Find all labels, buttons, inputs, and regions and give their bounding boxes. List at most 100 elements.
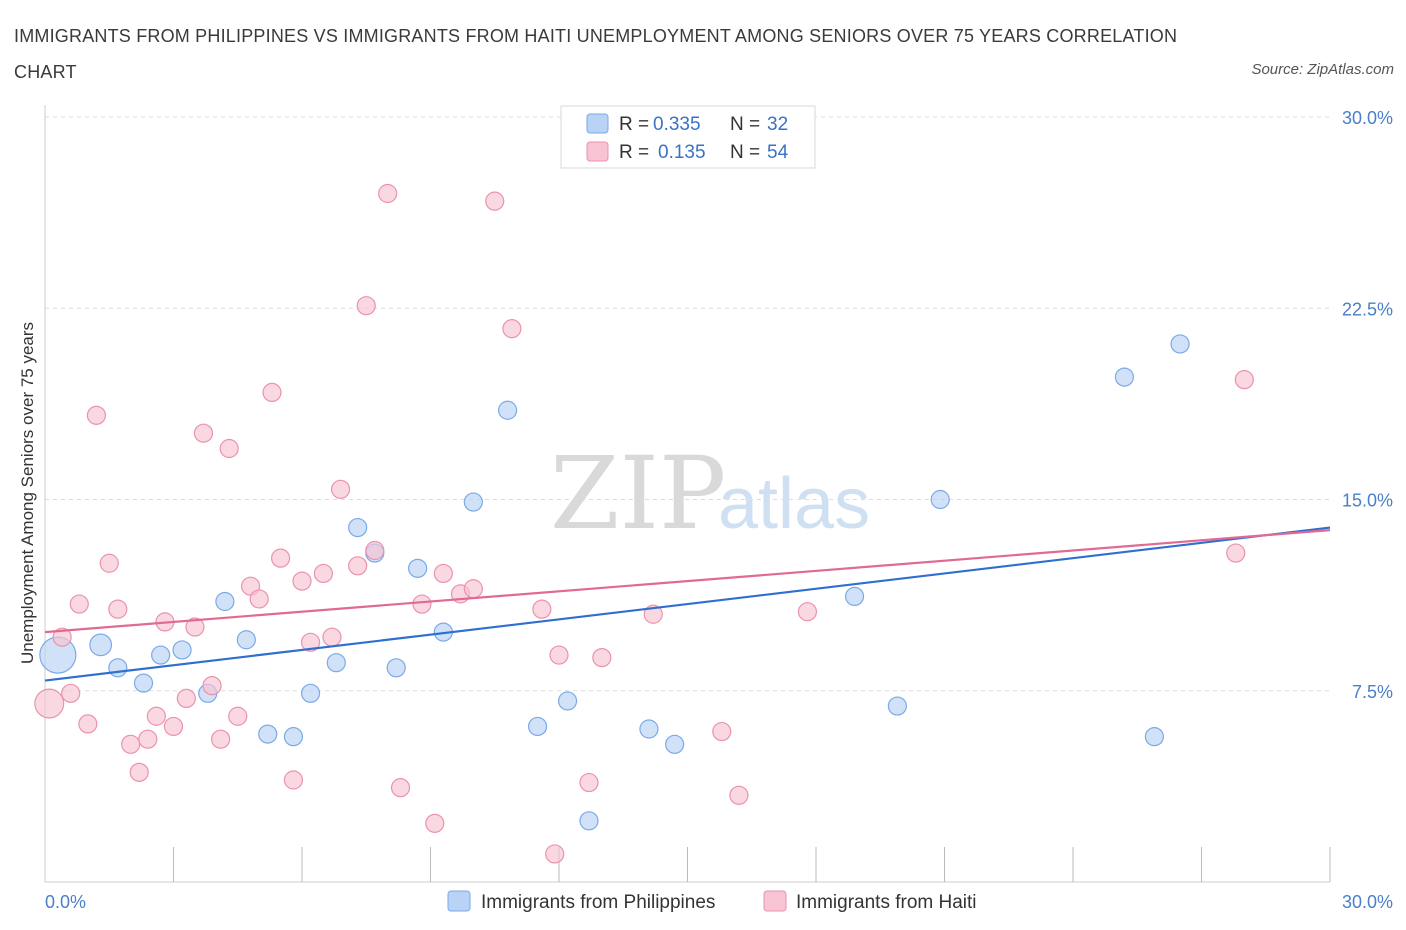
legend: R = 0.335 N = 32 R = 0.135 N = 54	[560, 105, 816, 169]
point-philippines-19	[498, 400, 518, 420]
point-philippines-21	[557, 691, 578, 711]
point-philippines-4	[151, 645, 171, 665]
point-philippines-27	[930, 489, 950, 510]
point-haiti-41	[485, 191, 505, 211]
point-haiti-20	[228, 706, 248, 726]
point-haiti-45	[549, 645, 569, 665]
watermark-zip: ZIP	[550, 435, 726, 552]
point-philippines-29	[1144, 727, 1164, 747]
x-tick-label-max: 30.0%	[1342, 892, 1393, 912]
data-points	[34, 183, 1254, 864]
y-tick-label-3: 30.0%	[1342, 108, 1393, 128]
point-haiti-52	[1226, 543, 1246, 563]
legend-n-label-philippines: N =	[730, 114, 760, 135]
point-haiti-10	[138, 729, 158, 749]
point-philippines-1	[89, 633, 113, 657]
x-tick-label-min: 0.0%	[45, 892, 86, 912]
point-haiti-11	[146, 706, 166, 726]
point-philippines-18	[463, 492, 483, 512]
point-haiti-37	[425, 813, 445, 833]
point-haiti-7	[108, 599, 128, 619]
trend-line-haiti	[44, 529, 1331, 634]
point-haiti-18	[211, 729, 231, 749]
point-haiti-36	[412, 594, 432, 614]
point-philippines-20	[527, 716, 548, 737]
point-haiti-27	[300, 632, 321, 652]
point-philippines-22	[579, 811, 599, 831]
legend-r-value-philippines: 0.335	[653, 114, 701, 135]
point-philippines-8	[236, 630, 256, 650]
point-haiti-4	[78, 714, 98, 734]
point-haiti-47	[592, 647, 612, 668]
legend-r-label-philippines: R =	[619, 114, 649, 135]
point-philippines-9	[258, 724, 278, 744]
point-haiti-38	[433, 563, 453, 584]
point-philippines-23	[639, 719, 659, 739]
point-haiti-53	[1234, 370, 1254, 390]
legend-n-label-haiti: N =	[730, 142, 760, 163]
point-haiti-14	[176, 688, 196, 709]
point-haiti-51	[797, 602, 818, 622]
point-haiti-29	[322, 627, 342, 647]
point-haiti-28	[313, 563, 334, 584]
legend-r-label-haiti: R =	[619, 142, 649, 163]
legend-r-value-haiti: 0.135	[658, 142, 706, 163]
chart-title: IMMIGRANTS FROM PHILIPPINES VS IMMIGRANT…	[14, 26, 1178, 82]
point-philippines-10	[283, 727, 304, 747]
point-philippines-3	[133, 673, 154, 693]
point-philippines-16	[408, 558, 428, 578]
point-haiti-5	[86, 405, 107, 425]
point-haiti-22	[249, 589, 269, 609]
y-axis-tick-labels: 7.5% 15.0% 22.5% 30.0%	[1342, 108, 1393, 702]
point-philippines-15	[386, 658, 406, 678]
point-haiti-16	[193, 423, 214, 443]
point-haiti-34	[378, 183, 398, 204]
series-legend-swatch-haiti	[763, 890, 787, 912]
x-axis-ticks	[173, 847, 1331, 882]
trend-lines	[44, 526, 1331, 682]
point-philippines-25	[844, 586, 865, 607]
point-haiti-15	[185, 617, 205, 637]
y-axis-title: Unemployment Among Seniors over 75 years	[18, 322, 37, 664]
point-haiti-46	[579, 772, 599, 793]
point-haiti-0	[34, 688, 65, 719]
point-haiti-19	[219, 438, 239, 459]
legend-n-value-haiti: 54	[767, 142, 789, 163]
point-haiti-24	[270, 548, 291, 568]
trend-line-philippines	[44, 526, 1331, 682]
legend-swatch-philippines	[586, 113, 609, 134]
point-haiti-6	[99, 553, 119, 573]
point-haiti-44	[545, 844, 565, 864]
point-philippines-30	[1170, 334, 1190, 354]
point-haiti-25	[283, 770, 304, 790]
point-haiti-3	[69, 594, 89, 614]
point-haiti-8	[121, 734, 141, 754]
series-legend-label-philippines: Immigrants from Philippines	[481, 892, 715, 913]
point-philippines-7	[215, 591, 235, 612]
legend-n-value-philippines: 32	[767, 114, 788, 135]
point-philippines-24	[665, 734, 685, 754]
point-haiti-30	[330, 479, 351, 499]
y-tick-label-2: 22.5%	[1342, 299, 1393, 319]
point-haiti-32	[356, 296, 376, 316]
point-haiti-23	[262, 382, 282, 402]
watermark-atlas: atlas	[718, 464, 870, 544]
point-haiti-13	[163, 716, 184, 737]
point-haiti-43	[532, 599, 552, 619]
chart-source: Source: ZipAtlas.com	[1251, 61, 1394, 78]
point-philippines-2	[108, 658, 128, 678]
point-philippines-13	[348, 517, 368, 538]
point-haiti-40	[463, 579, 483, 599]
series-legend-label-haiti: Immigrants from Haiti	[796, 892, 977, 913]
point-haiti-49	[712, 721, 732, 742]
legend-swatch-haiti	[586, 141, 609, 162]
point-haiti-2	[61, 683, 81, 703]
point-philippines-28	[1114, 367, 1135, 387]
point-haiti-50	[729, 785, 749, 805]
point-haiti-1	[52, 627, 72, 647]
series-legend-swatch-philippines	[447, 890, 471, 912]
point-philippines-11	[300, 683, 321, 703]
point-haiti-33	[365, 540, 385, 561]
point-haiti-31	[348, 556, 368, 576]
